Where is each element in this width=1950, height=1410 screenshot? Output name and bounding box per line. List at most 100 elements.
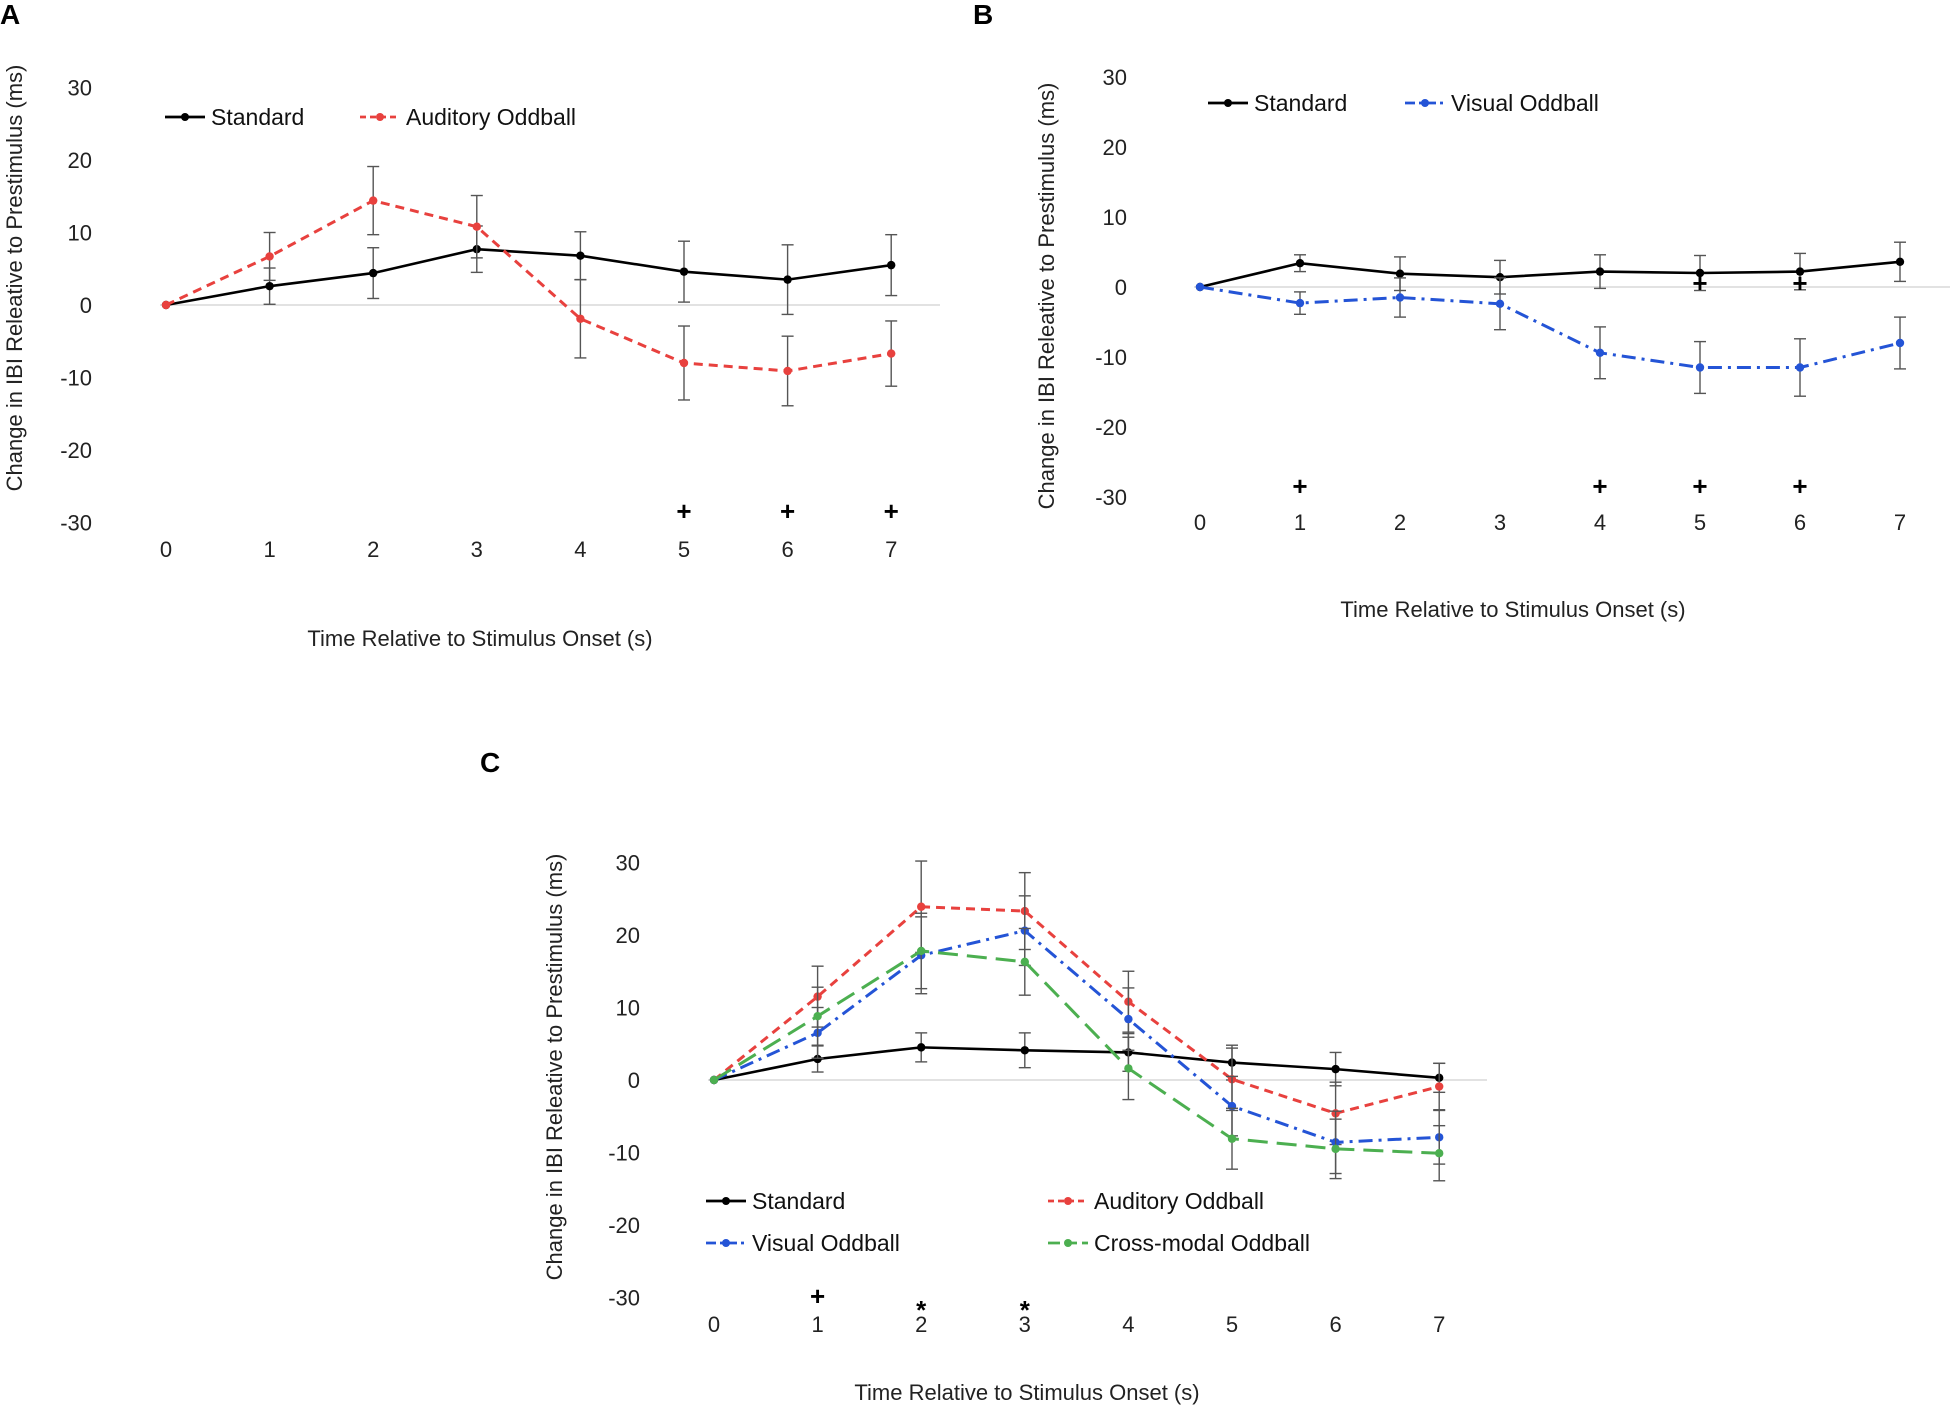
panel-letter: C	[480, 747, 500, 778]
x-tick-label: 5	[1694, 510, 1706, 535]
y-tick-label: -30	[1095, 485, 1127, 510]
significance-plus: +	[780, 496, 795, 526]
y-tick-label: -20	[608, 1213, 640, 1238]
data-point	[369, 268, 378, 278]
data-point	[1795, 267, 1805, 276]
y-tick-label: 10	[68, 221, 92, 246]
data-point	[1695, 268, 1705, 278]
x-axis-title: Time Relative to Stimulus Onset (s)	[307, 626, 652, 651]
y-tick-label: -10	[60, 366, 92, 391]
panel-letter: B	[973, 0, 993, 30]
y-tick-label: 10	[1103, 205, 1127, 230]
legend-entry: Standard	[1208, 90, 1347, 116]
y-tick-label: 0	[1115, 275, 1127, 300]
data-point	[576, 251, 585, 260]
x-tick-label: 7	[1894, 510, 1906, 535]
data-point	[265, 281, 274, 291]
x-tick-label: 0	[1194, 510, 1206, 535]
data-point	[1020, 957, 1029, 967]
series-visual-oddball	[709, 895, 1446, 1175]
series-line	[1199, 260, 1901, 289]
legend-entry: Auditory Oddball	[1048, 1188, 1264, 1214]
y-tick-label: 10	[616, 996, 640, 1021]
data-point	[1495, 299, 1505, 308]
series-cross-modal-oddball	[709, 912, 1446, 1182]
panel-c: C 30 20 10 0 -10 -20 -30 0 1 2 3 4 5 6 7 Time Relative t…	[480, 747, 1487, 1405]
y-tick-label: -20	[1095, 415, 1127, 440]
series-line	[713, 929, 1440, 1144]
data-point	[1227, 1134, 1237, 1143]
x-tick-label: 6	[781, 537, 793, 562]
series-visual-oddball	[1195, 277, 1906, 397]
series-line	[165, 247, 892, 307]
legend-marker	[376, 113, 384, 121]
x-tick-label: 3	[471, 537, 483, 562]
legend-label: Auditory Oddball	[406, 104, 576, 130]
data-point	[679, 358, 689, 368]
data-point	[813, 1012, 822, 1021]
data-point	[1331, 1064, 1340, 1074]
y-tick-label: -30	[60, 511, 92, 536]
data-point	[1195, 282, 1205, 292]
x-tick-label: 2	[915, 1312, 927, 1337]
x-tick-label: 0	[160, 537, 172, 562]
y-axis-title: Change in IBI Releative to Prestimulus (…	[1034, 83, 1059, 510]
x-tick-label: 5	[678, 537, 690, 562]
x-axis-title: Time Relative to Stimulus Onset (s)	[854, 1380, 1199, 1405]
legend-entry: Visual Oddball	[706, 1230, 900, 1256]
data-point	[709, 1075, 719, 1085]
panel-letter: A	[0, 0, 20, 30]
y-tick-label: -10	[1095, 345, 1127, 370]
series-line	[713, 1046, 1440, 1082]
significance-plus: +	[1792, 471, 1807, 501]
series-line	[1199, 285, 1901, 369]
y-tick-label: 30	[1103, 65, 1127, 90]
data-point	[1595, 267, 1605, 276]
legend-label: Auditory Oddball	[1094, 1188, 1264, 1214]
y-tick-label: 20	[616, 923, 640, 948]
significance-asterisk: *	[1020, 1295, 1031, 1325]
legend-marker	[1224, 99, 1232, 107]
x-tick-label: 2	[1394, 510, 1406, 535]
data-point	[1395, 269, 1405, 278]
data-point	[917, 1043, 926, 1052]
x-tick-label: 0	[708, 1312, 720, 1337]
data-point	[1695, 363, 1705, 372]
series-standard	[709, 1032, 1446, 1094]
y-tick-label: 30	[68, 76, 92, 101]
x-tick-label: 4	[574, 537, 586, 562]
significance-plus: +	[1692, 471, 1707, 501]
data-point	[887, 349, 896, 358]
panel-a: A 30 20 10 0 -10 -20 -30 0 1 2 3 4 5 6 7 Time Relative t…	[0, 0, 940, 651]
data-point	[161, 300, 171, 310]
legend-label: Visual Oddball	[1451, 90, 1599, 116]
y-tick-label: -30	[608, 1286, 640, 1311]
y-tick-label: 0	[628, 1068, 640, 1093]
panel-b: B 30 20 10 0 -10 -20 -30 0 1 2 3 4 5 6 7 Time Relative t…	[973, 0, 1950, 622]
data-point	[1595, 348, 1605, 357]
data-point	[1395, 293, 1405, 302]
legend-entry: Standard	[165, 104, 304, 130]
data-point	[1895, 257, 1905, 266]
data-point	[1295, 259, 1305, 268]
series-auditory-oddball	[161, 165, 898, 407]
x-tick-label: 1	[1294, 510, 1306, 535]
data-point	[679, 267, 689, 276]
data-point	[576, 314, 585, 323]
legend-entry: Standard	[706, 1188, 845, 1214]
series-line	[713, 905, 1440, 1115]
legend-entry: Auditory Oddball	[360, 104, 576, 130]
x-tick-label: 6	[1329, 1312, 1341, 1337]
legend-marker	[1064, 1239, 1072, 1247]
y-tick-label: 20	[68, 148, 92, 173]
significance-plus: +	[676, 496, 691, 526]
x-tick-label: 3	[1494, 510, 1506, 535]
legend-marker	[722, 1239, 730, 1247]
y-tick-label: 20	[1103, 135, 1127, 160]
y-tick-label: 30	[616, 851, 640, 876]
legend-label: Standard	[1254, 90, 1347, 116]
series-standard	[161, 225, 898, 316]
data-point	[472, 222, 481, 231]
significance-plus: +	[1692, 268, 1707, 298]
